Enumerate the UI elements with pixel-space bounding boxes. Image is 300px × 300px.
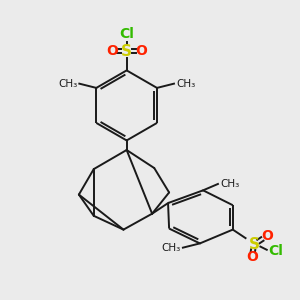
Text: Cl: Cl bbox=[119, 27, 134, 41]
Text: S: S bbox=[248, 237, 260, 252]
Text: O: O bbox=[136, 44, 147, 58]
Text: O: O bbox=[106, 44, 118, 58]
Text: O: O bbox=[246, 250, 258, 264]
Text: CH₃: CH₃ bbox=[161, 243, 181, 253]
Text: S: S bbox=[121, 44, 132, 59]
Text: Cl: Cl bbox=[268, 244, 283, 258]
Text: O: O bbox=[261, 229, 273, 243]
Text: CH₃: CH₃ bbox=[58, 79, 77, 89]
Text: CH₃: CH₃ bbox=[220, 179, 239, 189]
Text: CH₃: CH₃ bbox=[176, 79, 195, 89]
